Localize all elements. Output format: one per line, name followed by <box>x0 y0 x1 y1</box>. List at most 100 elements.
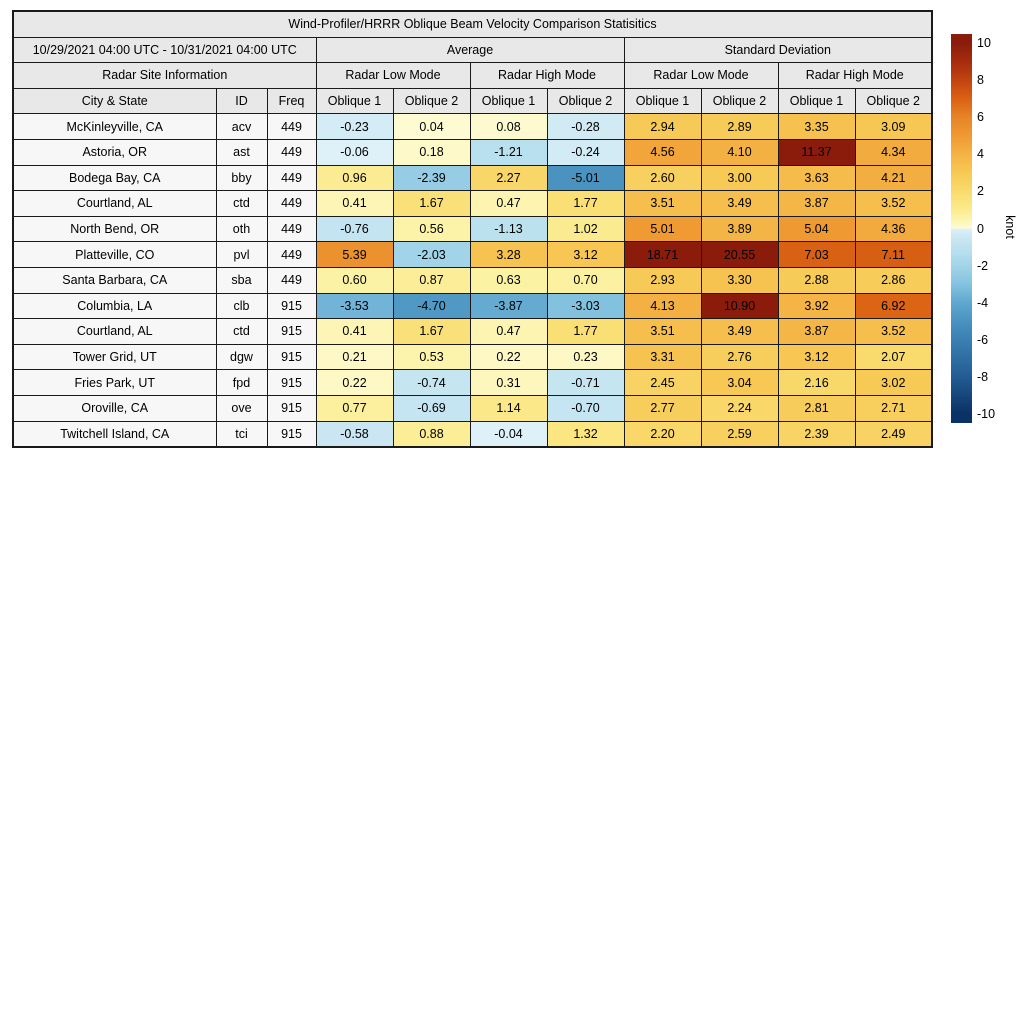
city-cell: Astoria, OR <box>12 138 217 166</box>
value-cell: 3.30 <box>700 266 779 294</box>
table-body: McKinleyville, CA acv 449 -0.23 0.04 0.08 -0.2… <box>12 113 933 448</box>
value-cell: 4.10 <box>700 138 779 166</box>
value-cell: -0.04 <box>469 420 548 448</box>
value-cell: 0.77 <box>315 394 394 422</box>
value-cell: 1.67 <box>392 318 471 345</box>
table-row: Fries Park, UT fpd 915 0.22 -0.74 0.31 -0.71 2.… <box>12 369 933 396</box>
value-cell: 2.20 <box>623 420 702 448</box>
value-cell: 2.88 <box>777 266 856 294</box>
value-cell: 3.28 <box>469 241 548 268</box>
site-id-cell: ast <box>215 138 268 166</box>
freq-cell: 915 <box>266 369 317 396</box>
value-cell: 2.94 <box>623 113 702 140</box>
value-cell: 3.51 <box>623 318 702 345</box>
city-cell: Columbia, LA <box>12 292 217 320</box>
colorbar-tick-label: -10 <box>977 406 996 421</box>
value-cell: -2.39 <box>392 164 471 192</box>
value-cell: 0.22 <box>315 369 394 396</box>
value-cell: 0.41 <box>315 318 394 345</box>
table-row: Twitchell Island, CA tci 915 -0.58 0.88 -0.04… <box>12 420 933 448</box>
site-id-cell: tci <box>215 420 268 448</box>
value-cell: 0.63 <box>469 266 548 294</box>
value-cell: 2.39 <box>777 420 856 448</box>
value-cell: 0.70 <box>546 266 625 294</box>
value-cell: -0.23 <box>315 113 394 140</box>
value-cell: -0.76 <box>315 215 394 243</box>
value-cell: 3.87 <box>777 318 856 345</box>
value-cell: 1.02 <box>546 215 625 243</box>
value-cell: 1.77 <box>546 318 625 345</box>
colorbar-gradient <box>951 34 972 423</box>
city-cell: Courtland, AL <box>12 318 217 345</box>
value-cell: 20.55 <box>700 241 779 268</box>
site-id-cell: ctd <box>215 190 268 217</box>
value-cell: 2.49 <box>854 420 933 448</box>
group-standard-deviation: Standard Deviation <box>623 36 933 64</box>
site-id-cell: fpd <box>215 369 268 396</box>
value-cell: 2.89 <box>700 113 779 140</box>
city-state-header: City & State <box>12 87 217 115</box>
value-cell: 1.77 <box>546 190 625 217</box>
value-cell: 11.37 <box>777 138 856 166</box>
value-cell: 3.52 <box>854 190 933 217</box>
value-cell: 6.92 <box>854 292 933 320</box>
id-header: ID <box>215 87 268 115</box>
oblique-header: Oblique 2 <box>546 87 625 115</box>
value-cell: 2.24 <box>700 394 779 422</box>
table-row: North Bend, OR oth 449 -0.76 0.56 -1.13 1.02 5.… <box>12 215 933 243</box>
value-cell: 18.71 <box>623 241 702 268</box>
oblique-header: Oblique 1 <box>623 87 702 115</box>
colorbar-tick-label: 6 <box>977 110 984 125</box>
value-cell: 5.01 <box>623 215 702 243</box>
value-cell: 2.93 <box>623 266 702 294</box>
value-cell: -5.01 <box>546 164 625 192</box>
value-cell: 0.41 <box>315 190 394 217</box>
site-id-cell: ctd <box>215 318 268 345</box>
city-cell: Courtland, AL <box>12 190 217 217</box>
freq-cell: 449 <box>266 113 317 140</box>
value-cell: 0.60 <box>315 266 394 294</box>
std-high-mode-header: Radar High Mode <box>777 62 933 89</box>
value-cell: -0.69 <box>392 394 471 422</box>
value-cell: 1.32 <box>546 420 625 448</box>
value-cell: -0.70 <box>546 394 625 422</box>
value-cell: 2.81 <box>777 394 856 422</box>
value-cell: 0.22 <box>469 343 548 371</box>
value-cell: 5.39 <box>315 241 394 268</box>
colorbar-tick-label: 2 <box>977 184 984 199</box>
value-cell: 0.23 <box>546 343 625 371</box>
value-cell: -0.74 <box>392 369 471 396</box>
value-cell: -0.71 <box>546 369 625 396</box>
city-cell: Platteville, CO <box>12 241 217 268</box>
site-id-cell: sba <box>215 266 268 294</box>
freq-cell: 915 <box>266 343 317 371</box>
value-cell: 3.89 <box>700 215 779 243</box>
value-cell: -3.87 <box>469 292 548 320</box>
value-cell: -1.21 <box>469 138 548 166</box>
mode-header-row: Radar Site Information Radar Low Mode Ra… <box>12 62 933 89</box>
value-cell: -1.13 <box>469 215 548 243</box>
value-cell: 4.21 <box>854 164 933 192</box>
value-cell: 3.12 <box>546 241 625 268</box>
value-cell: 2.77 <box>623 394 702 422</box>
site-id-cell: clb <box>215 292 268 320</box>
value-cell: 3.51 <box>623 190 702 217</box>
value-cell: 3.92 <box>777 292 856 320</box>
value-cell: 7.03 <box>777 241 856 268</box>
value-cell: 4.13 <box>623 292 702 320</box>
table-row: Bodega Bay, CA bby 449 0.96 -2.39 2.27 -5.01 2.… <box>12 164 933 192</box>
table-title: Wind-Profiler/HRRR Oblique Beam Velocity… <box>12 10 933 38</box>
value-cell: 0.47 <box>469 190 548 217</box>
freq-cell: 449 <box>266 215 317 243</box>
value-cell: 2.16 <box>777 369 856 396</box>
colorbar-unit-label: knot <box>1003 215 1017 239</box>
colorbar-tick-label: -8 <box>977 369 989 384</box>
table-row: Platteville, CO pvl 449 5.39 -2.03 3.28 3.12 18… <box>12 241 933 268</box>
value-cell: 3.00 <box>700 164 779 192</box>
value-cell: 0.88 <box>392 420 471 448</box>
group-header-row: 10/29/2021 04:00 UTC - 10/31/2021 04:00 … <box>12 36 933 64</box>
value-cell: 10.90 <box>700 292 779 320</box>
city-cell: Tower Grid, UT <box>12 343 217 371</box>
column-header-row: City & State ID Freq Oblique 1 Oblique 2… <box>12 87 933 115</box>
